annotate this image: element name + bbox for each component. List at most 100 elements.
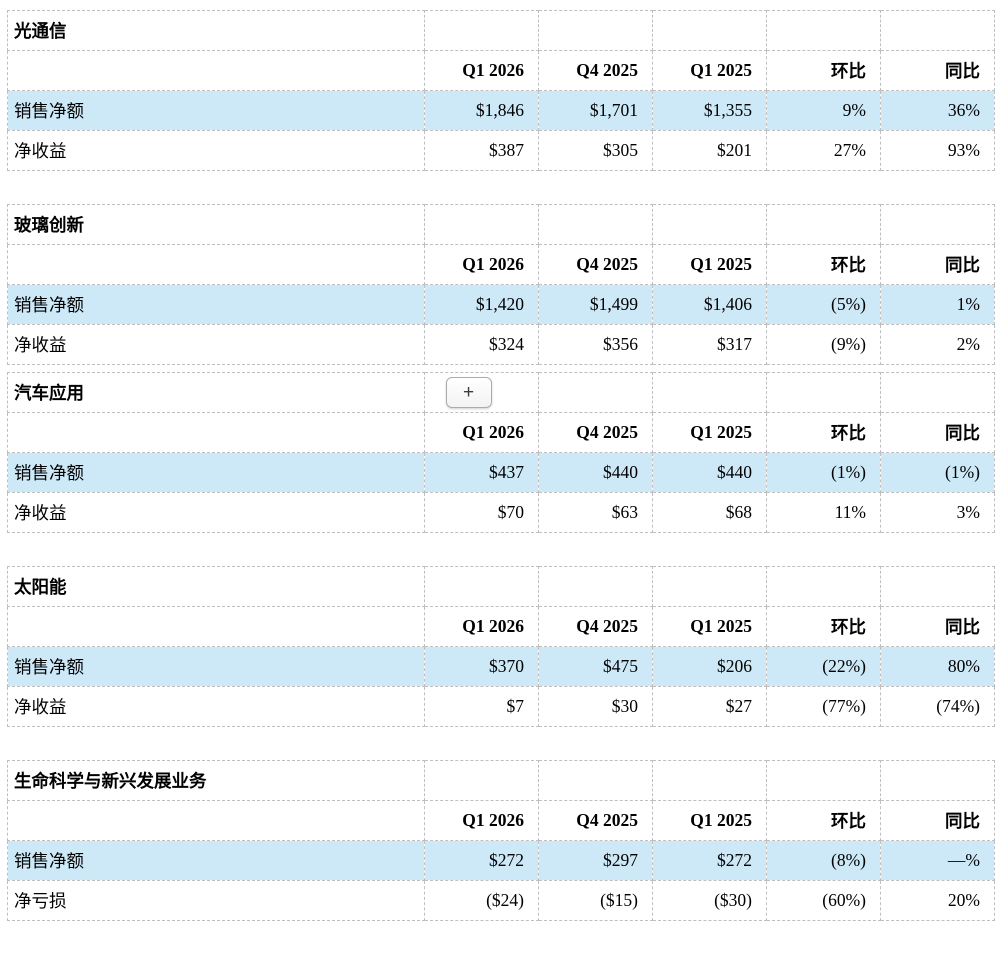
segment-table: 生命科学与新兴发展业务 Q1 2026 Q4 2025 Q1 2025 环比 同比 销售净额… (7, 760, 995, 921)
section-title: 玻璃创新 (7, 204, 425, 245)
row-label: 销售净额 (7, 452, 425, 493)
cell-value: $1,499 (538, 284, 653, 325)
cell-value: (22%) (766, 646, 881, 687)
cell-value: 1% (880, 284, 995, 325)
empty-cell (7, 50, 425, 91)
cell-value: ($30) (652, 880, 767, 921)
column-header-row: Q1 2026 Q4 2025 Q1 2025 环比 同比 (7, 412, 995, 453)
column-header: 同比 (880, 412, 995, 453)
column-header: Q4 2025 (538, 50, 653, 91)
segment-table: 太阳能 Q1 2026 Q4 2025 Q1 2025 环比 同比 销售净额 $370 $475… (7, 566, 995, 727)
cell-value: $370 (424, 646, 539, 687)
cell-value: (1%) (766, 452, 881, 493)
cell-value: $272 (424, 840, 539, 881)
table-row: 销售净额 $1,420 $1,499 $1,406 (5%) 1% (7, 284, 995, 325)
empty-cell (7, 800, 425, 841)
empty-cell (766, 760, 881, 801)
cell-value: $1,406 (652, 284, 767, 325)
column-header: 同比 (880, 50, 995, 91)
column-header: Q1 2025 (652, 412, 767, 453)
empty-cell (652, 10, 767, 51)
table-row: 销售净额 $437 $440 $440 (1%) (1%) (7, 452, 995, 493)
row-label: 销售净额 (7, 646, 425, 687)
cell-value: $70 (424, 492, 539, 533)
column-header-row: Q1 2026 Q4 2025 Q1 2025 环比 同比 (7, 244, 995, 285)
empty-cell (424, 760, 539, 801)
cell-value: $272 (652, 840, 767, 881)
column-header: Q1 2026 (424, 50, 539, 91)
column-header: 同比 (880, 606, 995, 647)
cell-value: $440 (538, 452, 653, 493)
cell-value: (8%) (766, 840, 881, 881)
cell-value: $68 (652, 492, 767, 533)
cell-value: $1,355 (652, 90, 767, 131)
empty-cell (880, 760, 995, 801)
section-title-row: 光通信 (7, 10, 995, 51)
column-header: Q1 2026 (424, 606, 539, 647)
cell-value: —% (880, 840, 995, 881)
empty-cell (7, 606, 425, 647)
table-row: 销售净额 $1,846 $1,701 $1,355 9% 36% (7, 90, 995, 131)
empty-cell (424, 204, 539, 245)
cell-value: (77%) (766, 686, 881, 727)
empty-cell (7, 412, 425, 453)
table-row: 销售净额 $272 $297 $272 (8%) —% (7, 840, 995, 881)
cell-value: $297 (538, 840, 653, 881)
cell-value: $317 (652, 324, 767, 365)
section-title: 太阳能 (7, 566, 425, 607)
cell-value: $7 (424, 686, 539, 727)
empty-cell (880, 372, 995, 413)
row-label: 净收益 (7, 324, 425, 365)
segment-table: 光通信 Q1 2026 Q4 2025 Q1 2025 环比 同比 销售净额 $1,846 $1… (7, 10, 995, 171)
insert-row-plus-button[interactable]: + (445, 377, 492, 408)
cell-value: 27% (766, 130, 881, 171)
empty-cell (538, 566, 653, 607)
empty-cell (538, 372, 653, 413)
column-header: Q1 2025 (652, 244, 767, 285)
column-header: 环比 (766, 412, 881, 453)
cell-value: 11% (766, 492, 881, 533)
column-header: 环比 (766, 800, 881, 841)
cell-value: $440 (652, 452, 767, 493)
cell-value: $356 (538, 324, 653, 365)
column-header: Q1 2025 (652, 50, 767, 91)
empty-cell (538, 10, 653, 51)
section-title-row: 玻璃创新 (7, 204, 995, 245)
row-label: 净收益 (7, 686, 425, 727)
cell-value: 3% (880, 492, 995, 533)
cell-value: (74%) (880, 686, 995, 727)
section-title-row: 汽车应用 + (7, 372, 995, 413)
cell-value: ($15) (538, 880, 653, 921)
section-title-row: 太阳能 (7, 566, 995, 607)
table-row: 净收益 $70 $63 $68 11% 3% (7, 492, 995, 533)
empty-cell (424, 566, 539, 607)
column-header: Q4 2025 (538, 412, 653, 453)
row-label: 净收益 (7, 130, 425, 171)
cell-value: 2% (880, 324, 995, 365)
column-header: 环比 (766, 606, 881, 647)
cell-value: $1,701 (538, 90, 653, 131)
row-label: 净收益 (7, 492, 425, 533)
column-header: Q4 2025 (538, 244, 653, 285)
segment-table: 玻璃创新 Q1 2026 Q4 2025 Q1 2025 环比 同比 销售净额 $1,420 $… (7, 204, 995, 365)
cell-value: $63 (538, 492, 653, 533)
table-row: 净收益 $387 $305 $201 27% 93% (7, 130, 995, 171)
column-header: Q4 2025 (538, 606, 653, 647)
empty-cell (766, 204, 881, 245)
column-header-row: Q1 2026 Q4 2025 Q1 2025 环比 同比 (7, 800, 995, 841)
section-title: 生命科学与新兴发展业务 (7, 760, 425, 801)
column-header: Q1 2025 (652, 606, 767, 647)
empty-cell (424, 10, 539, 51)
cell-value: 9% (766, 90, 881, 131)
empty-cell (880, 204, 995, 245)
cell-value: (1%) (880, 452, 995, 493)
empty-cell (652, 204, 767, 245)
section-title: 汽车应用 (7, 372, 425, 413)
column-header: 环比 (766, 50, 881, 91)
empty-cell (766, 10, 881, 51)
column-header: Q1 2026 (424, 244, 539, 285)
row-label: 销售净额 (7, 90, 425, 131)
table-row: 净收益 $324 $356 $317 (9%) 2% (7, 324, 995, 365)
cell-value: $201 (652, 130, 767, 171)
